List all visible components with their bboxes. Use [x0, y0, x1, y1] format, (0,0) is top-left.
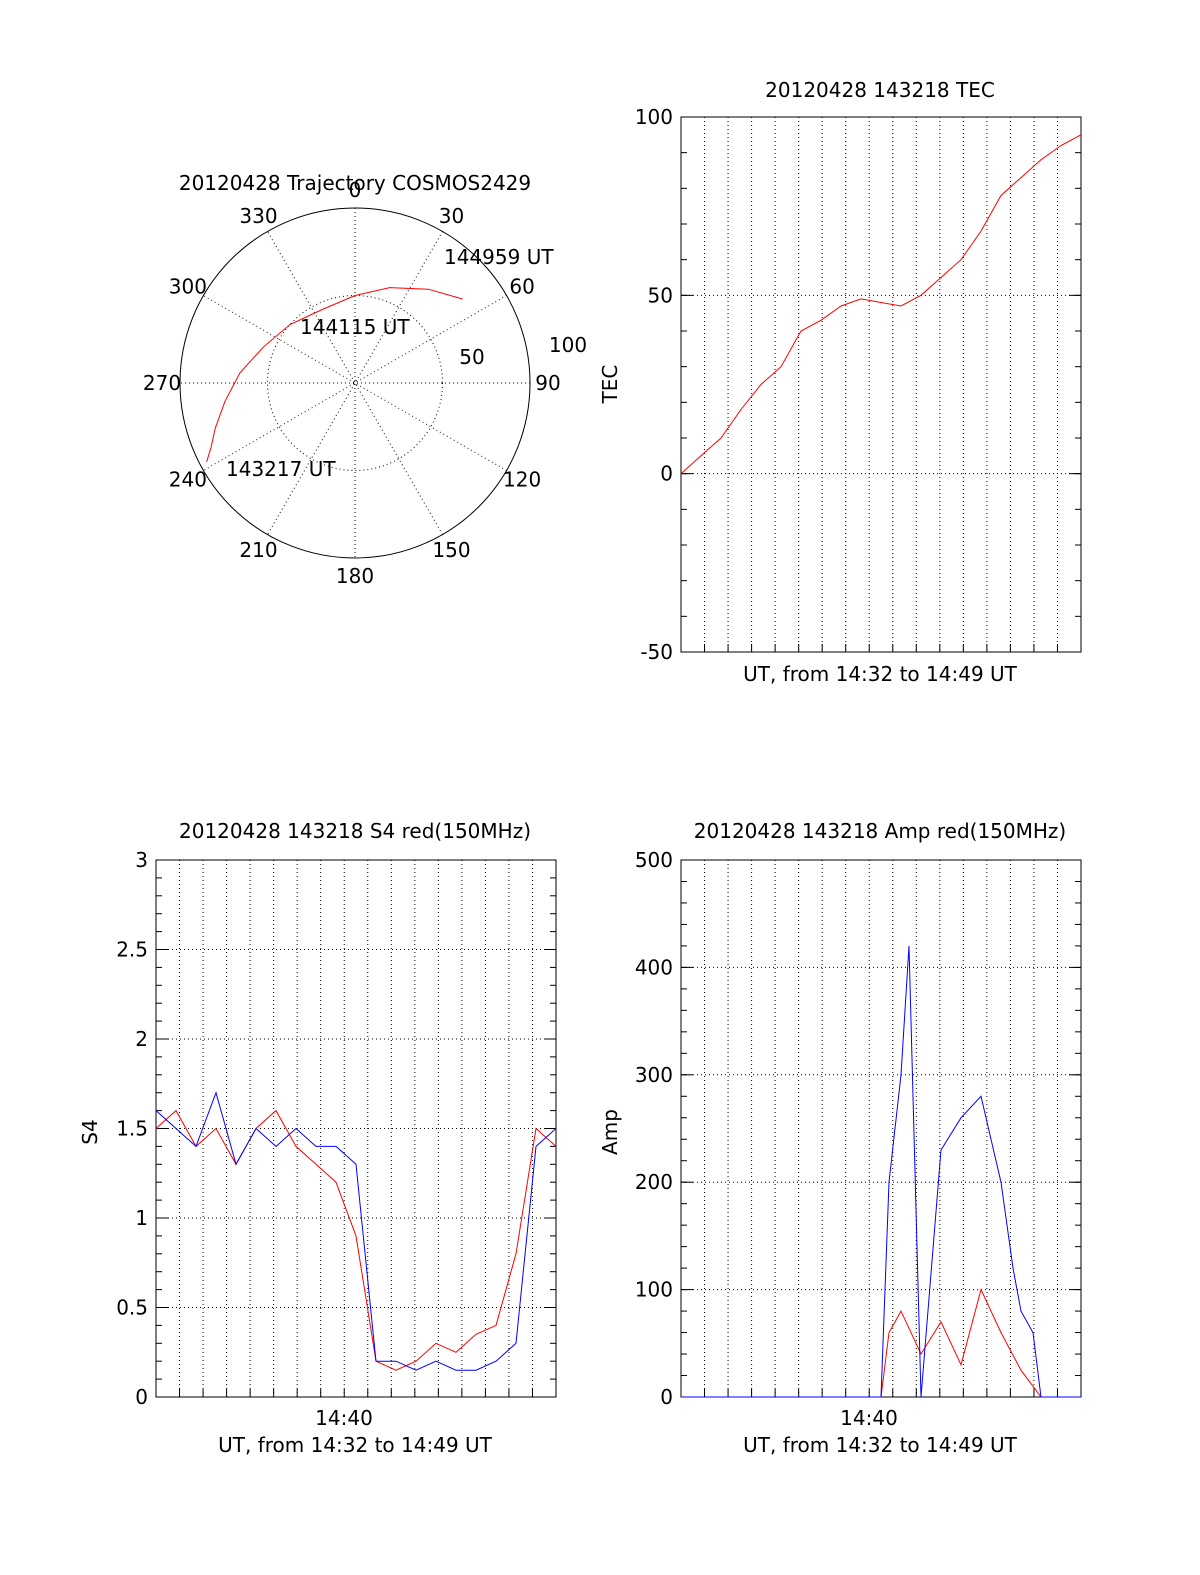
s4-xtick-1440: 14:40 — [315, 1406, 373, 1430]
tec-xlabel: UT, from 14:32 to 14:49 UT — [743, 662, 1018, 686]
s4-xlabel: UT, from 14:32 to 14:49 UT — [218, 1433, 493, 1457]
y-tick-label: 0 — [660, 1385, 673, 1409]
polar-azimuth-label: 60 — [509, 275, 534, 299]
polar-azimuth-label: 240 — [169, 468, 207, 492]
amp-ylabel: Amp — [598, 1109, 622, 1155]
polar-azimuth-label: 180 — [336, 564, 374, 588]
polar-azimuth-label: 300 — [169, 275, 207, 299]
polar-title: 20120428 Trajectory COSMOS2429 — [179, 171, 531, 195]
y-tick-label: 2 — [135, 1027, 148, 1051]
tec-series-line — [680, 134, 1082, 475]
tec-panel: 20120428 143218 TEC -50 0 50 100 TEC UT, fr… — [598, 78, 1082, 686]
polar-azimuth-label: 210 — [239, 538, 277, 562]
amp-grid — [681, 860, 1081, 1397]
tec-plot-frame — [680, 116, 1082, 653]
polar-annotation-mid: 144115 UT — [300, 315, 410, 339]
amp-plot-frame — [680, 859, 1082, 1398]
polar-azimuth-label: 150 — [432, 538, 470, 562]
s4-panel: 20120428 143218 S4 red(150MHz) 0 0.5 1 1.5 2… — [78, 819, 557, 1457]
y-tick-label: 500 — [635, 848, 673, 872]
y-tick-label: 400 — [635, 955, 673, 979]
tec-grid — [681, 117, 1081, 652]
y-tick-label: 100 — [635, 105, 673, 129]
s4-title: 20120428 143218 S4 red(150MHz) — [179, 819, 531, 843]
polar-inner-circle — [267, 295, 443, 471]
y-tick-label: 1 — [135, 1206, 148, 1230]
tec-y-ticks: -50 0 50 100 — [635, 105, 1081, 664]
s4-red-series-line — [155, 1109, 557, 1371]
amp-red-series-line — [681, 1288, 1081, 1398]
amp-xlabel: UT, from 14:32 to 14:49 UT — [743, 1433, 1018, 1457]
polar-annotation-end: 144959 UT — [444, 245, 554, 269]
y-tick-label: 0.5 — [116, 1296, 148, 1320]
amp-blue-series-line — [681, 945, 1081, 1398]
amp-panel: 20120428 143218 Amp red(150MHz) 0 100 200 3… — [598, 819, 1082, 1457]
y-tick-label: 300 — [635, 1063, 673, 1087]
polar-azimuth-label: 330 — [239, 204, 277, 228]
y-tick-label: 3 — [135, 848, 148, 872]
s4-blue-series-line — [155, 1091, 557, 1371]
y-tick-label: 2.5 — [116, 938, 148, 962]
tec-ylabel: TEC — [598, 365, 622, 405]
y-tick-label: 0 — [135, 1385, 148, 1409]
amp-title: 20120428 143218 Amp red(150MHz) — [694, 819, 1066, 843]
amp-xtick-1440: 14:40 — [840, 1406, 898, 1430]
tec-title: 20120428 143218 TEC — [765, 78, 995, 102]
y-tick-label: 50 — [648, 283, 673, 307]
polar-annotation-start: 143217 UT — [226, 457, 336, 481]
y-tick-label: 200 — [635, 1170, 673, 1194]
amp-y-ticks: 0 100 200 300 400 500 — [635, 848, 1081, 1409]
s4-y-ticks: 0 0.5 1 1.5 2 2.5 3 — [116, 848, 556, 1409]
polar-trajectory-line — [206, 287, 463, 463]
polar-azimuth-label: 30 — [439, 204, 464, 228]
polar-azimuth-label: 120 — [503, 468, 541, 492]
polar-azimuth-label: 270 — [143, 371, 181, 395]
y-tick-label: 100 — [635, 1278, 673, 1302]
polar-azimuth-labels: 0 30 60 90 120 150 180 210 240 270 300 330 — [143, 178, 561, 588]
y-tick-label: -50 — [640, 640, 673, 664]
s4-ylabel: S4 — [78, 1119, 102, 1144]
polar-radius-label-50: 50 — [459, 345, 484, 369]
y-tick-label: 0 — [660, 462, 673, 486]
polar-panel: 20120428 Trajectory COSMOS2429 0 30 60 90 12… — [143, 171, 587, 588]
polar-azimuth-label: 0 — [349, 178, 362, 202]
polar-radius-label-100: 100 — [549, 333, 587, 357]
y-tick-label: 1.5 — [116, 1117, 148, 1141]
polar-azimuth-label: 90 — [535, 371, 560, 395]
